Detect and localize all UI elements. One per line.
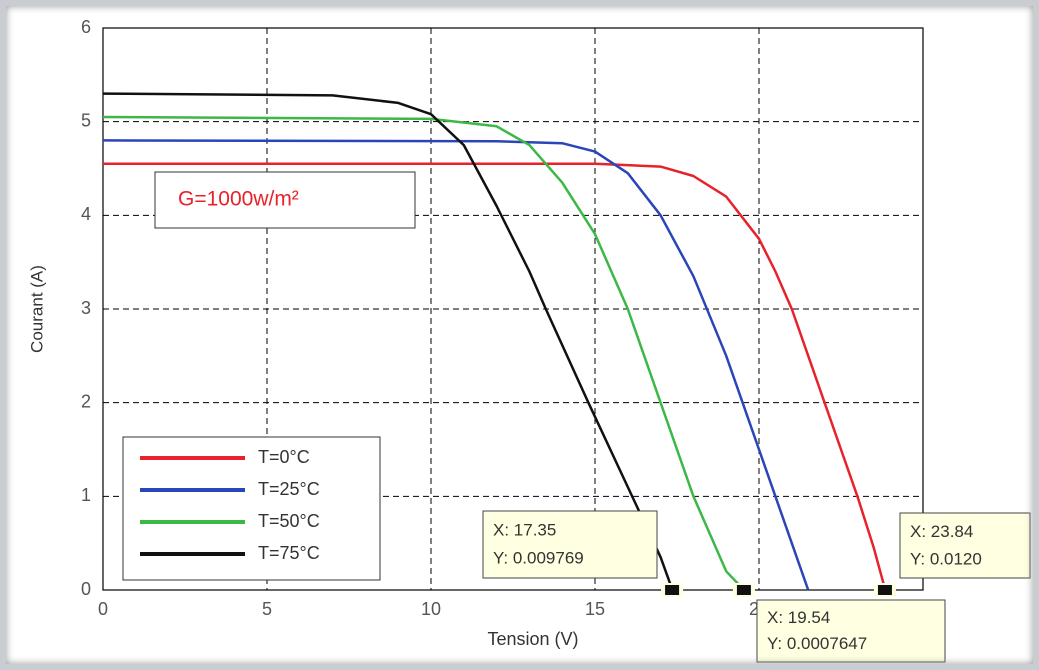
y-tick-label: 5 (81, 110, 91, 130)
series-line (102, 139, 810, 591)
datatip-marker-core (877, 585, 892, 595)
y-tick-label: 1 (81, 485, 91, 505)
datatip-y: Y: 0.0007647 (767, 634, 867, 653)
datatip-box (756, 599, 946, 663)
datatip-marker-core (736, 585, 751, 595)
datatip-box (899, 512, 1031, 579)
x-tick-label: 10 (421, 599, 441, 619)
datatip-x: X: 17.35 (493, 521, 556, 540)
legend-label: T=50°C (258, 511, 320, 531)
y-axis-label: Courant (A) (27, 265, 46, 353)
y-tick-label: 4 (81, 204, 91, 224)
y-tick-label: 3 (81, 298, 91, 318)
datatip-x: X: 19.54 (767, 608, 830, 627)
legend-label: T=0°C (258, 447, 310, 467)
legend-label: T=25°C (258, 479, 320, 499)
x-tick-label: 15 (585, 599, 605, 619)
x-tick-label: 5 (262, 599, 272, 619)
datatip-y: Y: 0.009769 (493, 549, 584, 568)
legend-box (122, 436, 381, 581)
legend-label: T=75°C (258, 543, 320, 563)
datatip-y: Y: 0.0120 (910, 549, 982, 568)
datatip-marker-core (665, 585, 680, 595)
x-axis-label: Tension (V) (487, 629, 578, 649)
annotation-box (154, 171, 416, 229)
y-tick-label: 0 (81, 579, 91, 599)
y-tick-label: 6 (81, 17, 91, 37)
datatip-box (482, 510, 658, 579)
x-tick-label: 0 (98, 599, 108, 619)
datatip-x: X: 23.84 (910, 522, 973, 541)
y-tick-label: 2 (81, 391, 91, 411)
series-line (102, 92, 674, 590)
annotation: G=1000w/m² (178, 188, 299, 211)
series-line (103, 162, 887, 590)
series-line (102, 115, 745, 591)
